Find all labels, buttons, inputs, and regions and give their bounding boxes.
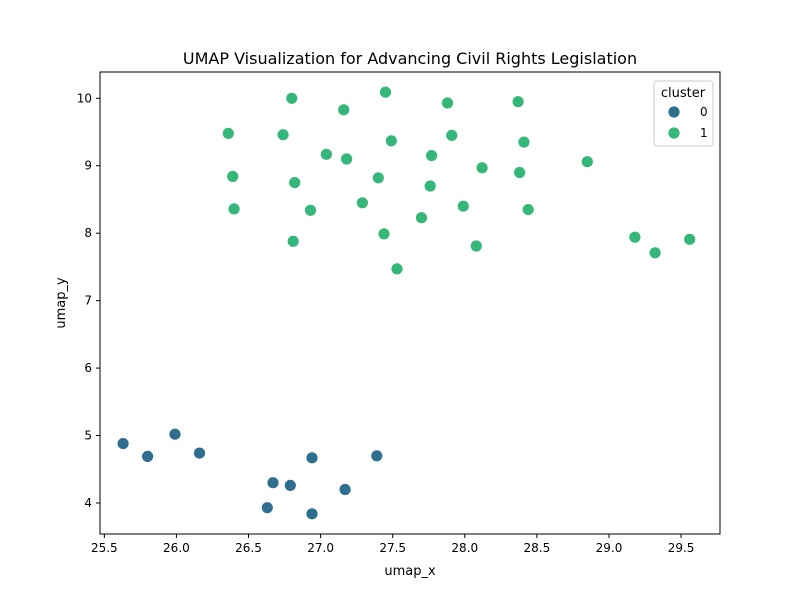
point-cluster-1-22 [456,199,470,213]
point-cluster-0-5 [266,476,280,490]
point-cluster-1-24 [475,161,489,175]
point-cluster-1-15 [384,134,398,148]
point-cluster-1-31 [648,246,662,260]
point-cluster-0-10 [370,449,384,463]
point-cluster-1-10 [340,152,354,166]
point-cluster-1-8 [319,147,333,161]
legend-marker-1 [667,126,681,140]
point-cluster-1-21 [445,128,459,142]
point-cluster-1-4 [285,91,299,105]
y-tick-label: 7 [84,294,92,308]
y-tick-label: 5 [84,429,92,443]
point-cluster-1-3 [276,128,290,142]
point-cluster-0-3 [193,446,206,460]
point-cluster-0-9 [338,483,352,496]
x-axis-ticks: 25.5 26.0 26.5 27.0 27.5 28.0 28.5 29.0 29.5 [91,534,694,555]
point-cluster-0-8 [305,507,319,521]
point-cluster-1-25 [511,95,525,109]
point-cluster-1-20 [441,96,454,110]
x-tick-label: 27.5 [379,541,406,555]
point-cluster-1-2 [227,202,241,216]
x-tick-label: 28.5 [524,541,551,555]
point-cluster-1-13 [379,85,392,99]
point-cluster-0-2 [168,427,182,441]
data-points [116,85,697,521]
point-cluster-1-32 [683,232,697,246]
point-cluster-1-1 [226,170,240,183]
point-cluster-1-19 [425,149,439,163]
y-tick-label: 8 [84,226,92,240]
point-cluster-1-9 [337,103,351,117]
point-cluster-1-17 [415,211,428,225]
x-tick-label: 25.5 [91,541,118,555]
legend-marker-0 [667,105,681,119]
point-cluster-1-12 [371,171,385,185]
point-cluster-1-16 [390,262,404,276]
point-cluster-1-18 [423,179,437,193]
y-tick-label: 10 [77,91,92,105]
point-cluster-1-27 [517,135,531,149]
point-cluster-0-1 [141,449,155,463]
x-tick-label: 26.5 [235,541,262,555]
point-cluster-0-4 [260,501,274,515]
point-cluster-1-23 [469,239,483,253]
chart-title: UMAP Visualization for Advancing Civil R… [183,49,637,68]
point-cluster-0-6 [283,478,297,492]
point-cluster-1-0 [221,126,235,140]
legend-label-0: 0 [700,105,708,119]
point-cluster-1-29 [580,155,594,169]
legend-label-1: 1 [700,126,708,140]
y-tick-label: 9 [84,159,92,173]
legend: cluster 01 [653,80,714,147]
point-cluster-1-26 [513,166,526,179]
point-cluster-1-28 [521,203,535,217]
y-axis-ticks: 4 5 6 7 8 9 10 [77,91,100,510]
x-tick-label: 28.0 [451,541,478,555]
x-tick-label: 26.0 [163,541,190,555]
point-cluster-1-5 [288,176,302,190]
x-tick-label: 29.5 [668,541,695,555]
legend-entries: 01 [667,105,708,140]
y-tick-label: 4 [84,496,92,510]
point-cluster-1-30 [628,230,642,244]
x-axis-label: umap_x [384,564,436,579]
point-cluster-0-7 [305,451,319,465]
point-cluster-1-7 [304,203,317,217]
legend-title: cluster [661,86,706,101]
point-cluster-1-14 [377,227,391,241]
point-cluster-0-0 [116,437,130,451]
y-tick-label: 6 [84,361,92,375]
x-tick-label: 29.0 [596,541,623,555]
y-axis-label: umap_y [54,277,69,329]
axes-frame [99,71,721,535]
point-cluster-1-6 [286,234,300,248]
point-cluster-1-11 [355,196,369,210]
x-tick-label: 27.0 [307,541,334,555]
